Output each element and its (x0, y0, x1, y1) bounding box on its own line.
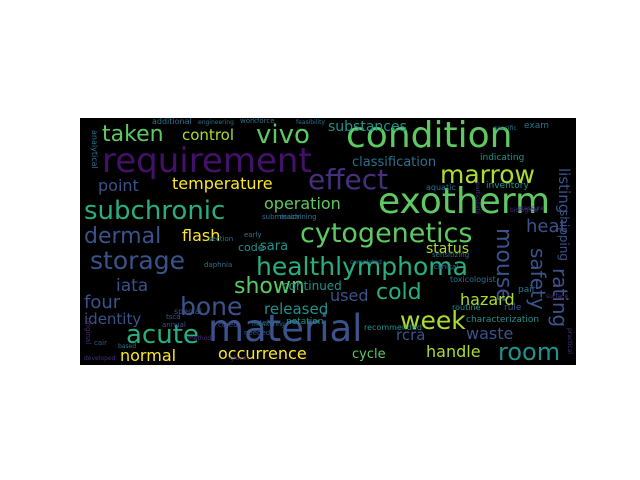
word-clinical: clinical (434, 263, 459, 271)
word-tsca: tsca (166, 313, 181, 321)
word-particulate: particulate (474, 182, 481, 215)
word-indicating: indicating (480, 153, 525, 163)
word-code: code (238, 241, 265, 254)
word-operation: operation (264, 194, 341, 213)
word-sensitizing: sensitizing (432, 251, 470, 259)
word-mouse: mouse (491, 228, 516, 302)
word-point: point (98, 176, 139, 195)
word-bone: bone (180, 292, 243, 321)
word-cured: cured (218, 321, 238, 329)
word-marrow: marrow (440, 160, 535, 189)
word-stel: stel (256, 319, 269, 327)
word-safety: safety (526, 248, 550, 310)
word-vivo: vivo (256, 120, 310, 150)
word-normal: normal (120, 346, 177, 365)
word-cair: cair (94, 339, 107, 347)
word-engineering: engineering (198, 119, 234, 126)
word-shipping: shipping (557, 210, 571, 261)
word-inventory: inventory (486, 181, 529, 191)
word-heat: heat (526, 216, 567, 237)
word-shown: shown (234, 274, 305, 299)
word-room: room (498, 338, 561, 365)
word-subchronic: subchronic (84, 196, 226, 226)
word-used: used (330, 286, 369, 305)
word-classification: classification (352, 155, 437, 170)
word-released: released (264, 300, 329, 318)
word-healthlymphoma: healthlymphoma (256, 252, 468, 281)
word-notation: notation (286, 317, 324, 327)
word-method: method (188, 335, 212, 342)
word-sara: sara (260, 239, 289, 254)
word-hazard: hazard (460, 290, 515, 309)
word-specific: specific (494, 125, 517, 132)
word-daphnia: daphnia (204, 261, 233, 269)
word-gloves: gloves (230, 355, 250, 362)
word-iata: iata (116, 276, 149, 296)
word-material: material (208, 307, 363, 350)
word-practical: practical (566, 328, 573, 354)
word-rating: rating (548, 268, 572, 328)
word-flash: flash (182, 226, 221, 245)
word-pressure: pressure (518, 205, 544, 212)
word-toxicologist: toxicologist (450, 275, 496, 284)
word-submission: submission (262, 213, 302, 221)
word-control: control (182, 126, 234, 144)
word-continued: continued (282, 279, 342, 293)
word-identity: identity (84, 310, 142, 328)
word-status: status (426, 241, 470, 257)
word-temperature: temperature (172, 174, 273, 193)
word-completed: completed (350, 259, 382, 266)
word-original: original (84, 318, 92, 345)
word-acute: acute (126, 320, 199, 350)
word-monitoring: monitoring (252, 321, 285, 328)
word-annual: annual (162, 321, 186, 329)
word-requirement: requirement (102, 141, 312, 181)
word-dermal: dermal (84, 224, 162, 249)
word-developed: developed (84, 355, 116, 362)
word-exotherm: exotherm (378, 181, 551, 222)
word-additional: additional (152, 118, 192, 126)
word-analytical: analytical (90, 130, 99, 169)
word-special: special (174, 307, 202, 316)
word-occurrence: occurrence (218, 344, 307, 363)
word-exam: exam (524, 121, 549, 131)
word-workforce: workforce (240, 118, 275, 125)
word-four: four (84, 292, 121, 313)
word-cloud: requirement condition material exotherm … (80, 118, 576, 365)
word-based: based (118, 343, 137, 350)
word-needed: needed (244, 329, 271, 337)
word-aquatic: aquatic (426, 183, 456, 192)
word-taken: taken (102, 122, 164, 147)
word-week: week (400, 306, 466, 335)
word-routine: routine (452, 303, 481, 312)
word-pair: pair (518, 285, 536, 295)
word-condition: condition (346, 118, 513, 156)
word-cold: cold (376, 280, 422, 305)
word-rcra: rcra (396, 326, 426, 344)
word-effect: effect (308, 163, 389, 196)
word-cytogenetics: cytogenetics (300, 218, 473, 249)
word-substances: substances (328, 119, 407, 135)
word-waste: waste (466, 324, 514, 343)
word-early: early (244, 231, 262, 239)
word-characterization: characterization (466, 315, 540, 325)
word-storage: storage (90, 246, 185, 275)
word-section: section (208, 235, 234, 243)
word-cycle: cycle (352, 347, 386, 362)
word-recommended: recommended (364, 323, 422, 332)
word-feasibility: feasibility (296, 119, 325, 126)
word-machining: machining (280, 213, 317, 221)
word-listing: listing (555, 168, 573, 214)
word-rule: rule (504, 303, 522, 313)
word-handle: handle (426, 342, 481, 361)
word-biological: biological (510, 207, 539, 214)
word-surface: surface (546, 293, 569, 300)
